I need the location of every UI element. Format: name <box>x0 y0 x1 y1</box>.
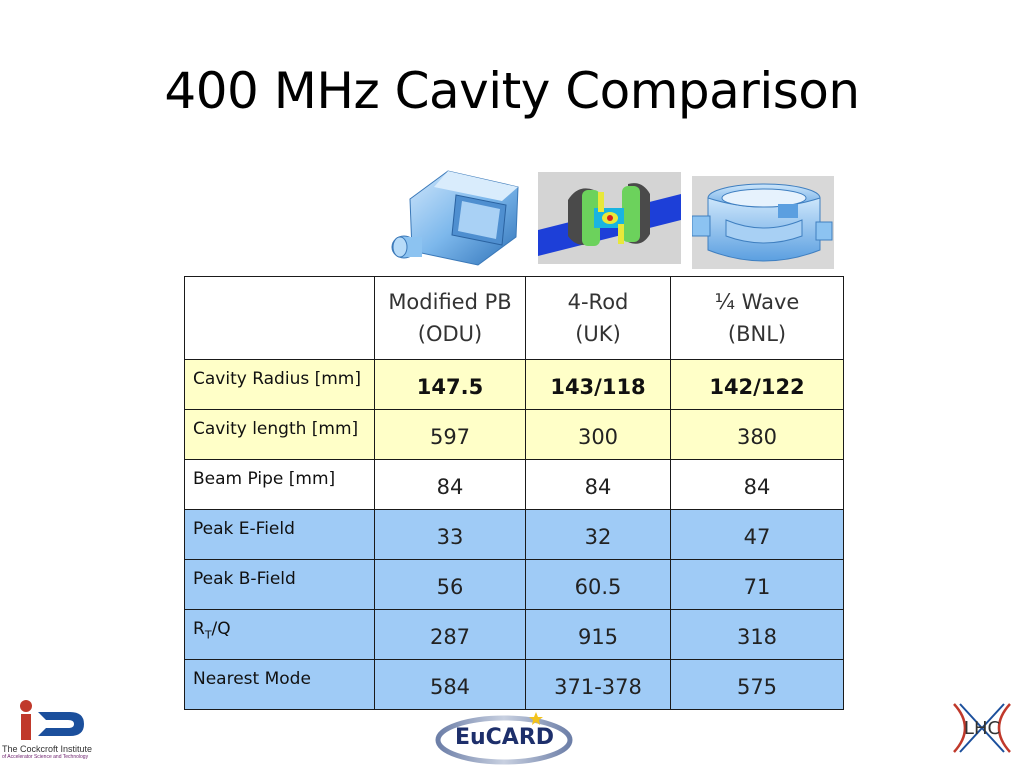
table-row-cavity-length: Cavity length [mm] 597 300 380 <box>184 409 844 460</box>
cell-value: 84 <box>525 459 671 510</box>
column-header-line1: Modified PB <box>388 290 512 314</box>
cell-value: 33 <box>374 509 526 560</box>
row-label-subscript: T <box>204 628 212 642</box>
table-header-row: Modified PB (ODU) 4-Rod (UK) ¼ Wave (BNL… <box>184 276 844 360</box>
cell-value: 287 <box>374 609 526 660</box>
eucard-ring-icon <box>435 712 573 765</box>
cell-value: 60.5 <box>525 559 671 610</box>
row-label: Peak B-Field <box>184 559 375 610</box>
column-header-line1: ¼ Wave <box>714 290 800 314</box>
cell-value: 380 <box>670 409 844 460</box>
cockcroft-institute-logo: The Cockcroft Institute of Accelerator S… <box>2 698 114 764</box>
cell-value: 915 <box>525 609 671 660</box>
column-header-line2: (UK) <box>575 322 621 346</box>
table-row-rt-over-q: RT/Q 287 915 318 <box>184 609 844 660</box>
eucard-wordmark: EuCARD <box>454 725 555 750</box>
row-label: Cavity length [mm] <box>184 409 375 460</box>
cockcroft-name: The Cockcroft Institute <box>2 744 93 754</box>
table-row-peak-b-field: Peak B-Field 56 60.5 71 <box>184 559 844 610</box>
cell-value: 575 <box>670 659 844 710</box>
row-label-main: R <box>193 619 205 639</box>
cell-value: 597 <box>374 409 526 460</box>
column-header-line2: (ODU) <box>417 322 483 346</box>
modified-pb-cavity-image <box>391 170 519 266</box>
cell-value: 71 <box>670 559 844 610</box>
quarter-wave-cavity-image <box>692 176 834 269</box>
cell-value: 300 <box>525 409 671 460</box>
row-label: Beam Pipe [mm] <box>184 459 375 510</box>
row-label: RT/Q <box>184 609 375 660</box>
cell-value: 584 <box>374 659 526 710</box>
cell-value: 84 <box>670 459 844 510</box>
table-row-peak-e-field: Peak E-Field 33 32 47 <box>184 509 844 560</box>
table-row-beam-pipe: Beam Pipe [mm] 84 84 84 <box>184 459 844 510</box>
four-rod-cavity-image <box>538 172 681 264</box>
eucard-logo: EuCARD <box>432 710 577 766</box>
slide-title: 400 MHz Cavity Comparison <box>164 62 860 120</box>
cell-value: 318 <box>670 609 844 660</box>
column-header-line2: (BNL) <box>727 322 787 346</box>
cell-value: 56 <box>374 559 526 610</box>
cell-value: 142/122 <box>670 359 844 410</box>
column-header-line1: 4-Rod <box>567 290 629 314</box>
cockcroft-subtitle: of Accelerator Science and Technology <box>2 754 89 760</box>
cockcroft-emblem-icon <box>20 700 84 740</box>
empty-corner-cell <box>184 276 375 360</box>
cell-value: 147.5 <box>374 359 526 410</box>
table-row-cavity-radius: Cavity Radius [mm] 147.5 143/118 142/122 <box>184 359 844 410</box>
column-header-4-rod: 4-Rod (UK) <box>525 276 671 360</box>
row-label: Cavity Radius [mm] <box>184 359 375 410</box>
lhc-logo: LHC <box>946 700 1018 756</box>
cell-value: 371-378 <box>525 659 671 710</box>
lhc-emblem-icon <box>953 703 1011 753</box>
cell-value: 47 <box>670 509 844 560</box>
cell-value: 143/118 <box>525 359 671 410</box>
row-label: Peak E-Field <box>184 509 375 560</box>
lhc-wordmark: LHC <box>963 718 1001 739</box>
cell-value: 32 <box>525 509 671 560</box>
column-header-modified-pb: Modified PB (ODU) <box>374 276 526 360</box>
table-row-nearest-mode: Nearest Mode 584 371-378 575 <box>184 659 844 710</box>
cavity-comparison-table: Modified PB (ODU) 4-Rod (UK) ¼ Wave (BNL… <box>184 276 844 710</box>
row-label-tail: /Q <box>211 619 231 639</box>
cell-value: 84 <box>374 459 526 510</box>
column-header-quarter-wave: ¼ Wave (BNL) <box>670 276 844 360</box>
row-label: Nearest Mode <box>184 659 375 710</box>
